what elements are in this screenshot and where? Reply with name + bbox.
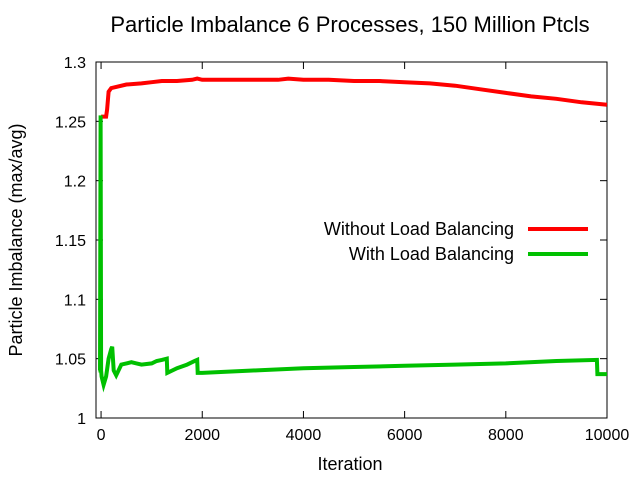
- legend: Without Load Balancing With Load Balancin…: [324, 219, 588, 264]
- axis-ticks: 0 2000 4000 6000 8000 10000 1 1.05 1.1 1.15 1.2 1.2…: [55, 55, 629, 444]
- y-tick-label: 1: [77, 411, 86, 428]
- y-tick-label: 1.15: [55, 233, 86, 250]
- y-tick-label: 1.05: [55, 352, 86, 369]
- x-tick-label: 2000: [184, 427, 220, 444]
- series-line-1: [101, 76, 608, 119]
- y-tick-label: 1.2: [64, 174, 86, 191]
- series-line-2: [98, 115, 607, 393]
- x-tick-label: 4000: [286, 427, 322, 444]
- x-axis-label: Iteration: [317, 454, 382, 474]
- y-tick-label: 1.1: [64, 292, 86, 309]
- x-tick-label: 6000: [387, 427, 423, 444]
- chart-title: Particle Imbalance 6 Processes, 150 Mill…: [110, 12, 589, 37]
- plot-frame: [95, 61, 608, 419]
- x-tick-label: 8000: [488, 427, 524, 444]
- x-tick-label: 10000: [585, 427, 630, 444]
- y-axis-label: Particle Imbalance (max/avg): [6, 123, 26, 356]
- series-layer: [98, 76, 608, 393]
- x-tick-label: 0: [97, 427, 106, 444]
- legend-label-1: Without Load Balancing: [324, 219, 514, 239]
- y-tick-label: 1.3: [64, 55, 86, 72]
- y-tick-label: 1.25: [55, 114, 86, 131]
- legend-label-2: With Load Balancing: [349, 244, 514, 264]
